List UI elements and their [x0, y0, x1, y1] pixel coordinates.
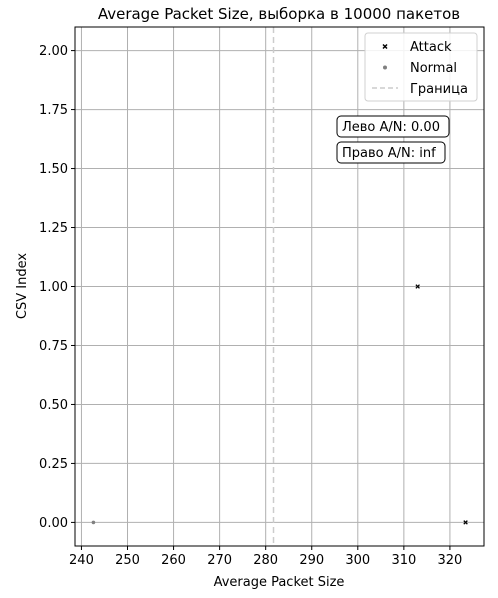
x-axis-label: Average Packet Size — [214, 575, 345, 590]
y-tick-label: 1.00 — [39, 280, 68, 295]
x-tick-label: 260 — [161, 553, 186, 568]
legend-attack-marker — [382, 43, 388, 50]
y-tick-label: 0.00 — [39, 516, 68, 531]
legend-box — [364, 32, 478, 102]
legend: Attack Normal Граница — [364, 32, 478, 102]
legend-normal-label: Normal — [410, 61, 457, 76]
x-axis: 240 250 260 270 280 290 300 310 320 — [69, 546, 462, 568]
y-tick-label: 1.75 — [39, 103, 68, 118]
legend-boundary-label: Граница — [410, 82, 468, 97]
x-tick-label: 310 — [391, 553, 416, 568]
x-tick-label: 280 — [253, 553, 278, 568]
y-axis-label: CSV Index — [15, 253, 30, 319]
x-tick-label: 320 — [438, 553, 463, 568]
annotation-left-box — [336, 115, 450, 138]
annotation-left-text: Лево A/N: 0.00 — [342, 120, 440, 135]
y-tick-label: 0.50 — [39, 398, 68, 413]
x-tick-label: 270 — [207, 553, 232, 568]
x-tick-label: 290 — [299, 553, 324, 568]
y-tick-label: 1.50 — [39, 162, 68, 177]
x-tick-label: 240 — [69, 553, 94, 568]
x-tick-label: 250 — [115, 553, 140, 568]
chart-title: Average Packet Size, выборка в 10000 пак… — [98, 5, 460, 23]
annotation-right-text: Право A/N: inf — [342, 146, 436, 161]
normal-point — [91, 520, 96, 525]
annotation-right: Право A/N: inf — [336, 141, 446, 164]
y-tick-label: 0.75 — [39, 339, 68, 354]
legend-normal-marker — [383, 65, 387, 70]
annotation-right-box — [336, 141, 446, 164]
x-tick-label: 300 — [345, 553, 370, 568]
y-tick-label: 0.25 — [39, 457, 68, 472]
legend-attack-label: Attack — [410, 40, 452, 55]
y-tick-label: 1.25 — [39, 221, 68, 236]
attack-point — [463, 520, 468, 525]
grid — [75, 27, 484, 546]
attack-point — [415, 284, 420, 289]
annotation-left: Лево A/N: 0.00 — [336, 115, 450, 138]
y-tick-label: 2.00 — [39, 44, 68, 59]
y-axis: 0.00 0.25 0.50 0.75 1.00 1.25 1.50 1.75 2.00 — [39, 44, 75, 531]
data-points — [91, 284, 468, 525]
